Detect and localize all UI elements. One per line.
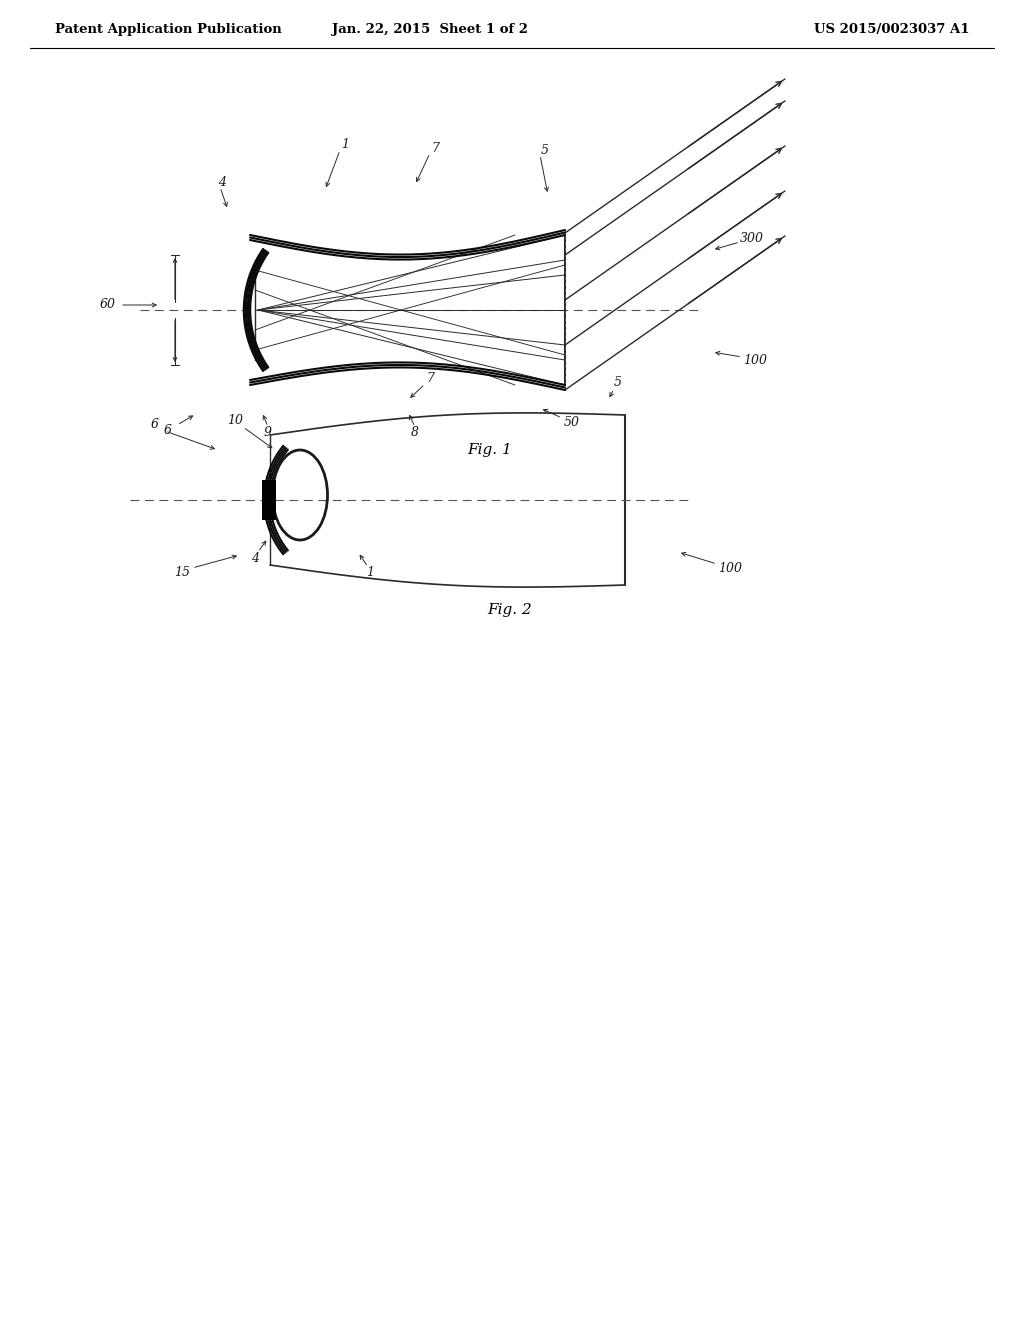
Text: Fig. 1: Fig. 1 [468,444,512,457]
Text: Patent Application Publication: Patent Application Publication [55,24,282,37]
Text: 9: 9 [264,426,272,440]
Text: US 2015/0023037 A1: US 2015/0023037 A1 [814,24,970,37]
Text: 7: 7 [426,371,434,384]
Text: 7: 7 [431,141,439,154]
Text: 5: 5 [614,375,622,388]
Text: 6: 6 [151,418,159,432]
Bar [262,480,276,520]
Text: 1: 1 [366,566,374,579]
Text: 4: 4 [218,176,226,189]
Text: 50: 50 [564,416,580,429]
Text: 60: 60 [100,298,116,312]
Text: 6: 6 [164,424,172,437]
Text: 300: 300 [740,231,764,244]
Text: 100: 100 [718,561,742,574]
Text: Jan. 22, 2015  Sheet 1 of 2: Jan. 22, 2015 Sheet 1 of 2 [332,24,528,37]
Text: 1: 1 [341,139,349,152]
Text: 5: 5 [541,144,549,157]
Text: Fig. 2: Fig. 2 [487,603,532,616]
Text: 10: 10 [227,413,243,426]
Text: 8: 8 [411,426,419,440]
Text: 100: 100 [743,354,767,367]
Text: 15: 15 [174,566,190,579]
Text: 4: 4 [251,552,259,565]
